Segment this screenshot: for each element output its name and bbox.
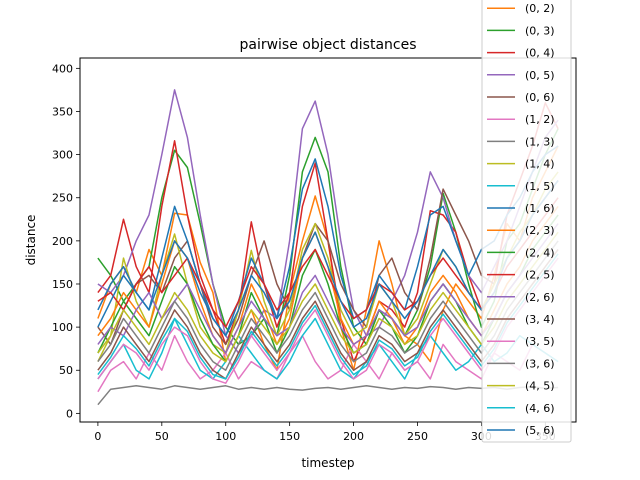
series-line-16 xyxy=(97,240,559,371)
y-tick-label: 300 xyxy=(52,149,73,162)
legend-label: (3, 4) xyxy=(525,313,555,326)
x-axis-label: timestep xyxy=(301,456,354,470)
legend-label: (1, 5) xyxy=(525,180,555,193)
series-line-18 xyxy=(97,253,559,380)
legend-label: (1, 2) xyxy=(525,113,555,126)
x-tick-label: 200 xyxy=(343,430,364,443)
legend-label: (0, 3) xyxy=(525,24,555,37)
series-line-15 xyxy=(97,257,559,384)
legend: (0, 2) (0, 3) (0, 4) (0, 5) (0, 6) (1, 2) (1, … xyxy=(481,0,572,443)
y-tick-label: 0 xyxy=(66,407,73,420)
x-tick-label: 150 xyxy=(279,430,300,443)
y-tick-label: 250 xyxy=(52,192,73,205)
legend-label: (1, 3) xyxy=(525,135,555,148)
legend-label: (0, 6) xyxy=(525,91,555,104)
legend-label: (3, 5) xyxy=(525,335,555,348)
y-axis-label: distance xyxy=(24,215,38,266)
series-line-19 xyxy=(97,180,559,337)
legend-label: (1, 4) xyxy=(525,158,555,171)
legend-label: (5, 6) xyxy=(525,424,555,437)
series-layer xyxy=(97,89,559,406)
series-line-5 xyxy=(97,334,559,393)
y-axis: 0 50 100 150 200 250 300 350 400 xyxy=(52,62,80,420)
series-line-14 xyxy=(97,249,559,380)
series-line-9 xyxy=(97,145,559,337)
legend-label: (4, 5) xyxy=(525,380,555,393)
y-tick-label: 200 xyxy=(52,235,73,248)
x-tick-label: 50 xyxy=(155,430,169,443)
x-tick-label: 250 xyxy=(407,430,428,443)
legend-label: (0, 4) xyxy=(525,47,555,60)
legend-label: (1, 6) xyxy=(525,202,555,215)
plot-frame xyxy=(79,57,577,423)
y-tick-label: 400 xyxy=(52,62,73,75)
series-line-3 xyxy=(97,89,559,354)
y-tick-label: 100 xyxy=(52,321,73,334)
series-line-17 xyxy=(97,231,559,363)
legend-label: (2, 4) xyxy=(525,246,555,259)
chart-title: pairwise object distances xyxy=(239,37,416,53)
legend-label: (2, 5) xyxy=(525,269,555,282)
legend-box xyxy=(481,0,572,443)
legend-label: (0, 2) xyxy=(525,2,555,15)
y-tick-label: 350 xyxy=(52,105,73,118)
x-tick-label: 0 xyxy=(94,430,101,443)
series-line-1 xyxy=(97,128,559,346)
y-tick-label: 150 xyxy=(52,278,73,291)
series-line-6 xyxy=(97,385,559,406)
y-tick-label: 50 xyxy=(59,364,73,377)
legend-label: (2, 6) xyxy=(525,291,555,304)
x-tick-label: 100 xyxy=(215,430,236,443)
legend-label: (2, 3) xyxy=(525,224,555,237)
series-line-4 xyxy=(97,180,559,346)
legend-label: (3, 6) xyxy=(525,357,555,370)
legend-label: (0, 5) xyxy=(525,69,555,82)
legend-label: (4, 6) xyxy=(525,402,555,415)
